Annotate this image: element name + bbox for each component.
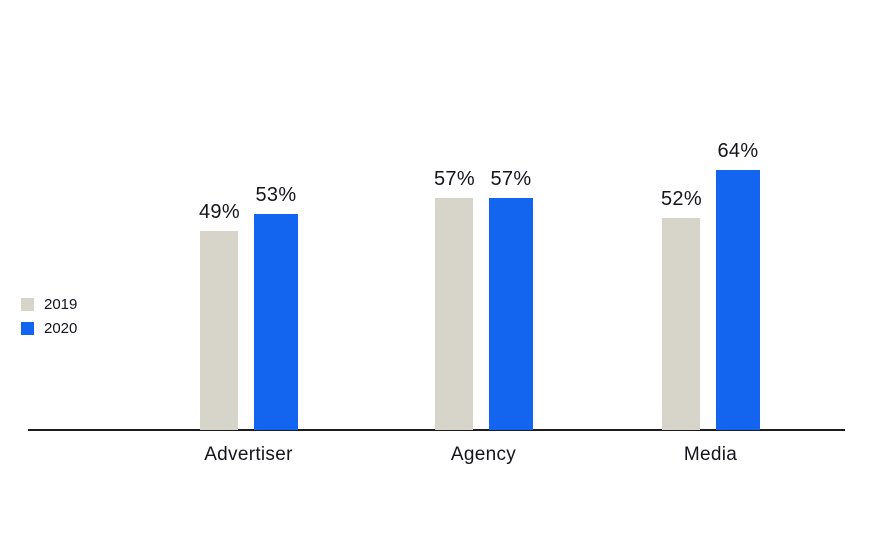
value-label-2020-agency: 57% bbox=[490, 168, 532, 190]
legend-swatch-2020 bbox=[21, 322, 34, 335]
value-label-2020-media: 64% bbox=[717, 140, 759, 162]
category-label-advertiser: Advertiser bbox=[204, 444, 293, 465]
value-label-2019-agency: 57% bbox=[434, 168, 475, 190]
category-label-agency: Agency bbox=[450, 444, 517, 465]
legend-item-2020: 2020 bbox=[21, 321, 77, 336]
bar-2019-media bbox=[662, 218, 701, 430]
bar-group-advertiser: 49% 53% Advertiser bbox=[199, 184, 298, 465]
legend-label-2020: 2020 bbox=[44, 320, 78, 337]
value-label-2020-advertiser: 53% bbox=[255, 184, 297, 206]
bar-wrap: 49% bbox=[199, 202, 240, 430]
category-label-media: Media bbox=[683, 444, 738, 465]
bar-wrap: 53% bbox=[253, 184, 298, 430]
bar-2019-advertiser bbox=[200, 231, 239, 430]
bar-2020-agency bbox=[488, 198, 533, 430]
legend-item-2019: 2019 bbox=[21, 297, 77, 312]
bar-wrap: 64% bbox=[715, 140, 760, 430]
chart-legend: 2019 2020 bbox=[21, 297, 77, 336]
x-axis-line bbox=[28, 429, 845, 431]
legend-swatch-2019 bbox=[21, 298, 34, 311]
bar-wrap: 57% bbox=[488, 168, 533, 430]
value-label-2019-media: 52% bbox=[661, 188, 702, 210]
bar-2019-agency bbox=[435, 198, 474, 430]
bar-2020-media bbox=[715, 170, 760, 430]
bar-group-agency: 57% 57% Agency bbox=[434, 168, 533, 465]
legend-label-2019: 2019 bbox=[44, 296, 78, 313]
bar-group-media: 52% 64% Media bbox=[661, 140, 760, 465]
bar-2020-advertiser bbox=[253, 214, 298, 430]
value-label-2019-advertiser: 49% bbox=[199, 201, 240, 223]
bar-wrap: 52% bbox=[661, 189, 702, 430]
bar-wrap: 57% bbox=[434, 169, 475, 430]
